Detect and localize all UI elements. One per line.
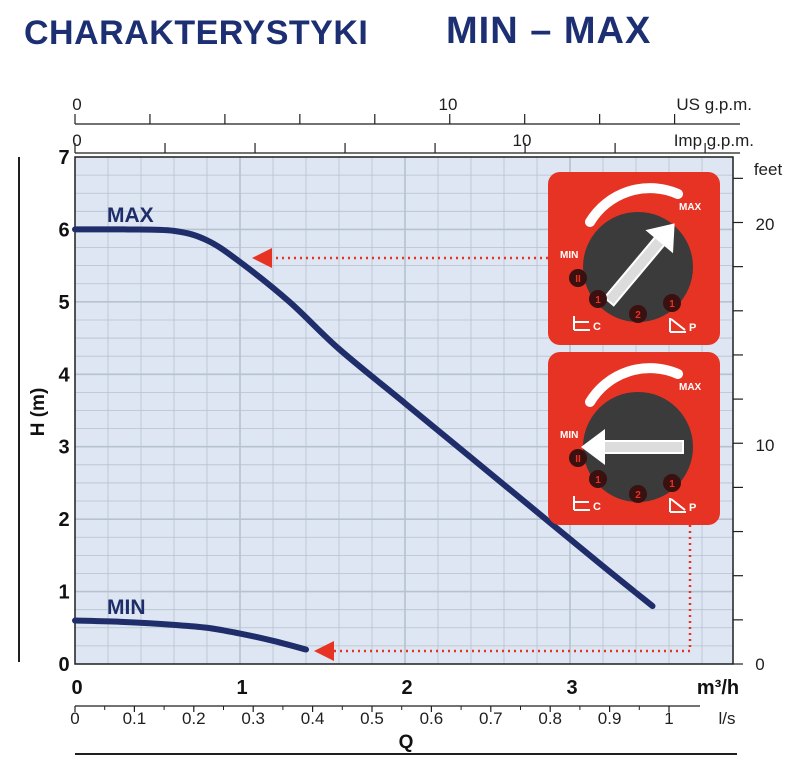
x-unit-label: m³/h	[697, 677, 739, 699]
constant-pressure-icon	[573, 496, 590, 511]
y-tick-label: 5	[58, 292, 69, 314]
dial-min-label: MIN	[560, 430, 578, 441]
feet-unit: feet	[754, 160, 783, 179]
imp-gpm-tick-10: 10	[513, 131, 532, 150]
ls-tick-label: 0.9	[598, 709, 622, 728]
x-tick-label: 3	[566, 677, 577, 699]
dial-min-label: MIN	[560, 250, 578, 261]
y-tick-label: 3	[58, 437, 69, 459]
dial-mode-2: 2	[635, 310, 641, 321]
y-tick-label: 2	[58, 509, 69, 531]
dial-mode-1-right: 1	[669, 299, 675, 310]
imp-gpm-unit: Imp g.p.m.	[674, 131, 754, 150]
x-axis-label: Q	[399, 732, 414, 753]
imp-gpm-tick-0: 0	[72, 131, 81, 150]
ls-tick-label: 0.4	[301, 709, 325, 728]
page-subtitle: MIN – MAX	[446, 10, 652, 52]
feet-tick-20: 20	[756, 215, 775, 234]
proportional-pressure-letter: P	[689, 502, 696, 514]
ls-tick-label: 0.2	[182, 709, 206, 728]
series-label-min: MIN	[107, 596, 146, 619]
y-tick-label: 1	[58, 582, 69, 604]
feet-tick-0: 0	[755, 655, 764, 674]
us-gpm-tick-10: 10	[439, 95, 458, 114]
dial-mode-ii: II	[575, 454, 581, 465]
dial-mode-1-left: 1	[595, 475, 601, 486]
dial-mode-2: 2	[635, 490, 641, 501]
imp-gpm-axis: 0 10 Imp g.p.m.	[72, 131, 754, 154]
us-gpm-unit: US g.p.m.	[676, 95, 752, 114]
feet-axis: feet 20 10 0	[733, 160, 782, 674]
feet-tick-10: 10	[756, 436, 775, 455]
ls-tick-label: 0.8	[538, 709, 562, 728]
y-axis-label: H (m)	[28, 388, 49, 437]
constant-pressure-letter: C	[593, 321, 601, 333]
dial-mode-1-left: 1	[595, 295, 601, 306]
plot-border	[74, 156, 734, 665]
y-tick-label: 4	[58, 364, 70, 386]
ls-unit: l/s	[719, 709, 736, 728]
us-gpm-tick-0: 0	[72, 95, 81, 114]
y-tick-label: 0	[58, 654, 69, 676]
dial-panel-max: MAX MIN II 1 2 1 C P	[548, 172, 720, 345]
proportional-pressure-icon	[669, 498, 686, 513]
series-line-max	[72, 226, 656, 610]
dial-max-label: MAX	[679, 382, 702, 393]
ls-tick-label: 0.5	[360, 709, 384, 728]
constant-pressure-letter: C	[593, 501, 601, 513]
dial-mode-1-right: 1	[669, 479, 675, 490]
x-tick-label: 2	[401, 677, 412, 699]
y-tick-label: 6	[58, 219, 69, 241]
arrow-min	[314, 525, 692, 661]
proportional-pressure-icon	[669, 318, 686, 333]
ls-tick-label: 1	[664, 709, 673, 728]
series-label-max: MAX	[107, 204, 154, 227]
proportional-pressure-letter: P	[689, 322, 696, 334]
page-title: CHARAKTERYSTYKI	[24, 14, 369, 52]
dial-mode-ii: II	[575, 274, 581, 285]
x-tick-label: 1	[236, 677, 247, 699]
series-line-min	[72, 617, 309, 653]
us-gpm-axis: 0 10 US g.p.m.	[72, 95, 752, 125]
dial-max-label: MAX	[679, 202, 702, 213]
x-tick-label: 0	[71, 677, 82, 699]
ls-tick-label: 0.1	[123, 709, 147, 728]
constant-pressure-icon	[573, 316, 590, 331]
y-tick-label: 7	[58, 147, 69, 169]
ls-tick-label: 0.3	[241, 709, 265, 728]
ls-tick-label: 0.7	[479, 709, 503, 728]
ls-tick-label: 0	[70, 709, 79, 728]
dial-panel-min: MAX MIN II 1 2 1 C P	[548, 352, 720, 525]
ls-axis: 0 0.1 0.2 0.3 0.4 0.5 0.6 0.7 0.8 0.9 1 l/s	[70, 705, 736, 728]
ls-tick-label: 0.6	[420, 709, 444, 728]
